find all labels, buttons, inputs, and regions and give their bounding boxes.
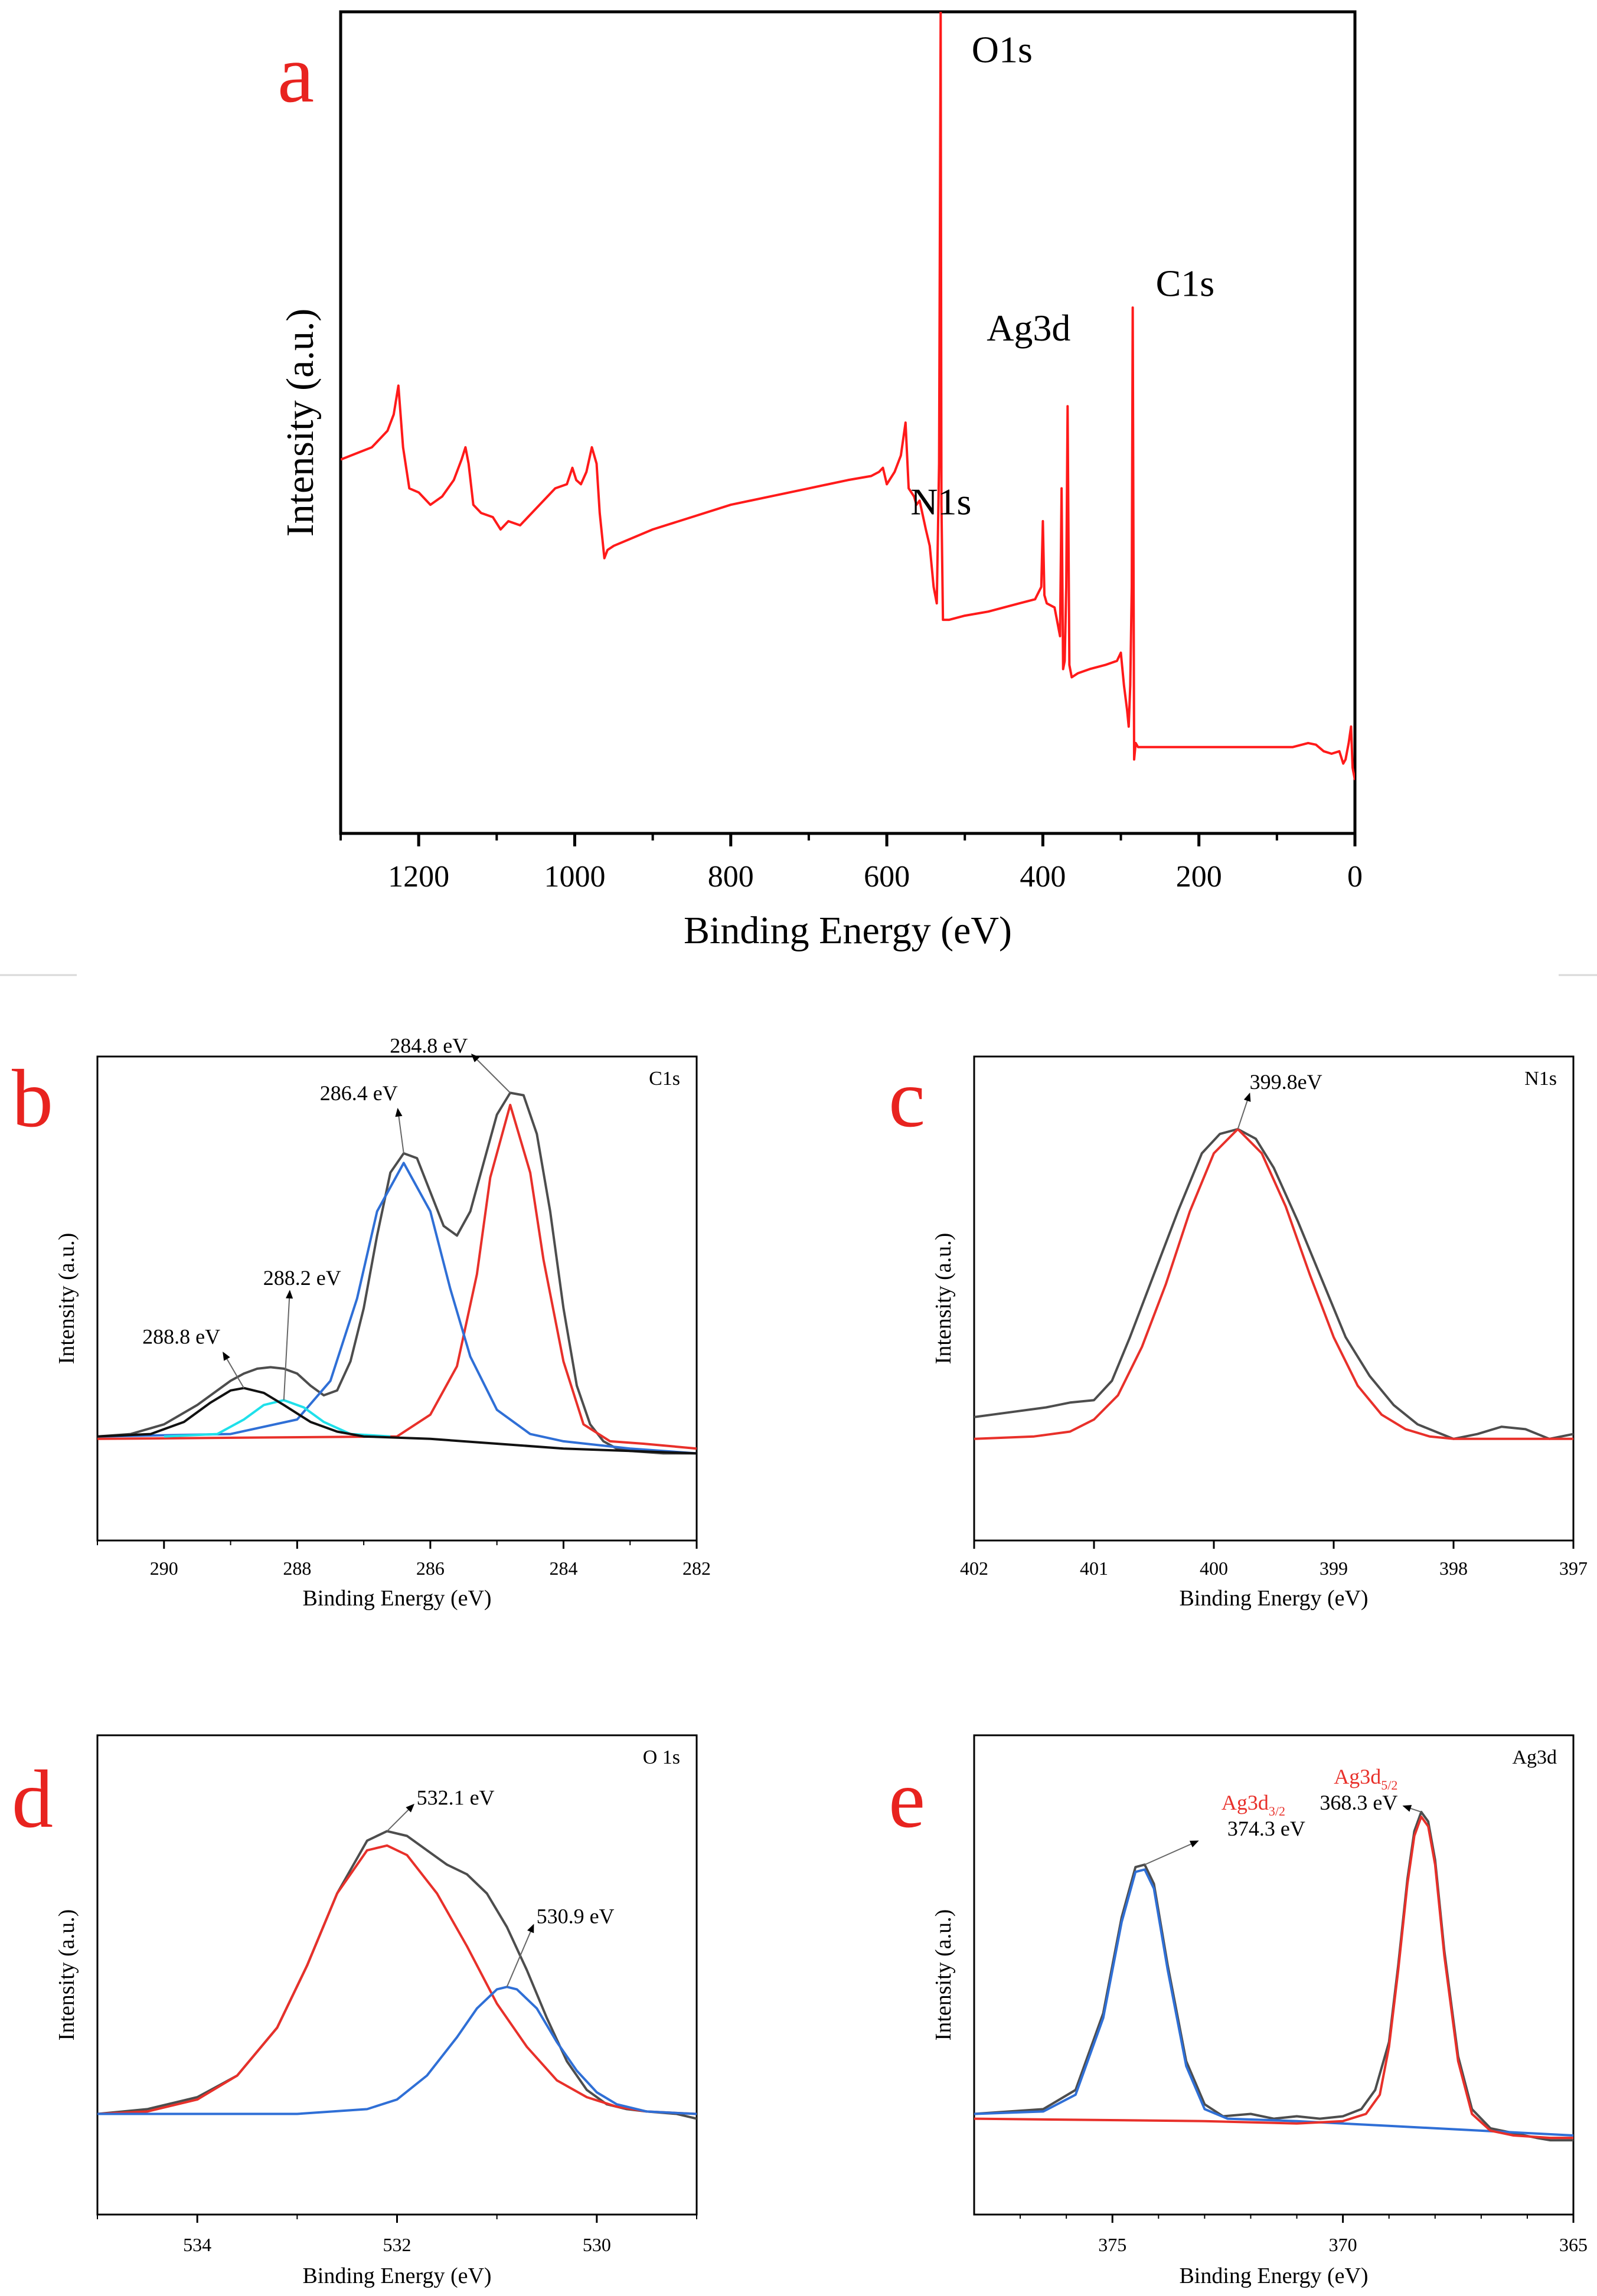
x-tick-label-a-1: 1000 bbox=[544, 860, 605, 894]
x-tick-label-b-4: 282 bbox=[682, 1558, 711, 1579]
peak-name-e-1: Ag3d5/2 bbox=[1334, 1765, 1397, 1793]
arrow-head-b-3 bbox=[223, 1351, 230, 1361]
x-tick-label-b-2: 286 bbox=[416, 1558, 445, 1579]
panel-letter-b: b bbox=[12, 1053, 53, 1144]
series-d-2 bbox=[97, 1986, 697, 2115]
peak-label-b-2: 288.2 eV bbox=[263, 1266, 341, 1290]
arrow-head-b-1 bbox=[395, 1108, 403, 1117]
arrow-head-d-0 bbox=[406, 1803, 414, 1813]
x-axis-label-d: Binding Energy (eV) bbox=[302, 2264, 491, 2288]
x-tick-label-a-4: 400 bbox=[1020, 860, 1066, 894]
x-axis-label-b: Binding Energy (eV) bbox=[302, 1586, 491, 1611]
x-tick-label-c-0: 402 bbox=[960, 1558, 988, 1579]
peak-name-e-0: Ag3d3/2 bbox=[1222, 1791, 1285, 1819]
panel-letter-e: e bbox=[889, 1754, 925, 1845]
panel-title-e: Ag3d bbox=[1512, 1746, 1557, 1768]
panel-letter-a: a bbox=[277, 28, 314, 120]
x-tick-label-d-2: 530 bbox=[583, 2234, 611, 2255]
peak-label-a-3: N1s bbox=[910, 480, 971, 522]
series-d-1 bbox=[97, 1844, 697, 2115]
leader-line-e-0 bbox=[1144, 1840, 1198, 1866]
x-tick-label-e-2: 365 bbox=[1559, 2234, 1588, 2255]
series-c-1 bbox=[974, 1128, 1573, 1440]
peak-label-c-0: 399.8eV bbox=[1250, 1070, 1322, 1094]
x-axis-label-a: Binding Energy (eV) bbox=[684, 909, 1012, 952]
x-tick-label-a-6: 0 bbox=[1347, 860, 1363, 894]
arrow-head-e-1 bbox=[1402, 1805, 1412, 1812]
x-tick-label-d-1: 532 bbox=[383, 2234, 412, 2255]
peak-label-a-0: O1s bbox=[972, 29, 1033, 71]
peak-label-b-0: 284.8 eV bbox=[390, 1034, 468, 1058]
peak-value-e-1: 368.3 eV bbox=[1320, 1791, 1397, 1814]
plot-frame-b bbox=[96, 1055, 698, 1542]
plot-frame-a bbox=[339, 10, 1357, 835]
x-tick-label-a-0: 1200 bbox=[388, 860, 449, 894]
leader-line-d-1 bbox=[506, 1924, 534, 1987]
x-tick-label-c-1: 401 bbox=[1080, 1558, 1108, 1579]
peak-label-a-1: C1s bbox=[1156, 262, 1215, 304]
x-tick-label-c-5: 397 bbox=[1559, 1558, 1588, 1579]
peak-label-b-3: 288.8 eV bbox=[142, 1325, 220, 1349]
x-tick-label-b-0: 290 bbox=[150, 1558, 178, 1579]
series-b-1 bbox=[97, 1104, 697, 1450]
panel-letter-d: d bbox=[12, 1754, 53, 1845]
y-axis-label-d: Intensity (a.u.) bbox=[54, 1909, 79, 2041]
x-tick-label-a-2: 800 bbox=[708, 860, 754, 894]
series-e-0 bbox=[974, 1810, 1573, 2142]
series-e-2 bbox=[974, 1816, 1573, 2140]
x-tick-label-e-0: 375 bbox=[1098, 2234, 1126, 2255]
peak-label-d-0: 532.1 eV bbox=[417, 1785, 495, 1809]
plot-frame-d bbox=[96, 1734, 698, 2216]
y-axis-label-b: Intensity (a.u.) bbox=[54, 1233, 79, 1365]
chart-panel-d: 534 532 530 Binding Energy (eV) Intensity (a… bbox=[54, 1734, 698, 2288]
chart-panel-e: 375 370 365 Binding Energy (eV) Intensity (a… bbox=[931, 1734, 1588, 2288]
y-axis-label-e: Intensity (a.u.) bbox=[931, 1909, 956, 2041]
x-axis-label-e: Binding Energy (eV) bbox=[1179, 2264, 1368, 2288]
x-tick-label-b-1: 288 bbox=[283, 1558, 311, 1579]
plot-frame-c bbox=[973, 1055, 1575, 1542]
arrow-head-c-0 bbox=[1243, 1093, 1251, 1102]
peak-label-d-1: 530.9 eV bbox=[537, 1904, 615, 1928]
series-e-1 bbox=[974, 1868, 1573, 2137]
series-b-4 bbox=[97, 1386, 697, 1455]
x-tick-label-a-3: 600 bbox=[864, 860, 910, 894]
y-axis-label-a: Intensity (a.u.) bbox=[279, 309, 322, 537]
x-tick-label-a-5: 200 bbox=[1176, 860, 1222, 894]
leader-line-b-0 bbox=[471, 1054, 511, 1094]
arrow-head-d-1 bbox=[527, 1924, 534, 1934]
plot-frame-e bbox=[973, 1734, 1575, 2216]
peak-value-e-0: 374.3 eV bbox=[1227, 1817, 1305, 1840]
x-tick-label-d-0: 534 bbox=[183, 2234, 211, 2255]
series-c-0 bbox=[974, 1128, 1573, 1440]
chart-panel-a: 1200 1000 800 600 400 200 0 Binding Energy (eV)… bbox=[279, 10, 1363, 952]
leader-line-b-2 bbox=[283, 1291, 290, 1401]
arrow-head-b-0 bbox=[471, 1054, 480, 1062]
x-tick-label-b-3: 284 bbox=[549, 1558, 577, 1579]
chart-panel-c: 402 401 400 399 398 397 Binding Energy (eV) Int… bbox=[931, 1055, 1588, 1611]
chart-panel-b: 290 288 286 284 282 Binding Energy (eV) Intens… bbox=[54, 1034, 711, 1611]
x-tick-label-e-1: 370 bbox=[1329, 2234, 1357, 2255]
arrow-head-b-2 bbox=[286, 1290, 293, 1299]
x-tick-label-c-3: 399 bbox=[1320, 1558, 1348, 1579]
series-b-0 bbox=[97, 1091, 697, 1455]
panel-title-c: N1s bbox=[1524, 1068, 1557, 1090]
panel-title-d: O 1s bbox=[643, 1746, 680, 1768]
series-d-0 bbox=[97, 1830, 697, 2120]
panel-letter-c: c bbox=[889, 1053, 925, 1144]
x-axis-label-c: Binding Energy (eV) bbox=[1179, 1586, 1368, 1611]
leader-line-b-1 bbox=[397, 1108, 404, 1154]
series-a-0 bbox=[341, 12, 1355, 780]
y-axis-label-c: Intensity (a.u.) bbox=[931, 1233, 956, 1365]
series-b-2 bbox=[97, 1162, 697, 1455]
arrow-head-e-0 bbox=[1189, 1840, 1199, 1847]
x-tick-label-c-4: 398 bbox=[1439, 1558, 1468, 1579]
x-tick-label-c-2: 400 bbox=[1200, 1558, 1228, 1579]
peak-label-a-2: Ag3d bbox=[987, 307, 1070, 349]
panel-title-b: C1s bbox=[649, 1068, 680, 1090]
peak-label-b-1: 286.4 eV bbox=[320, 1081, 398, 1105]
